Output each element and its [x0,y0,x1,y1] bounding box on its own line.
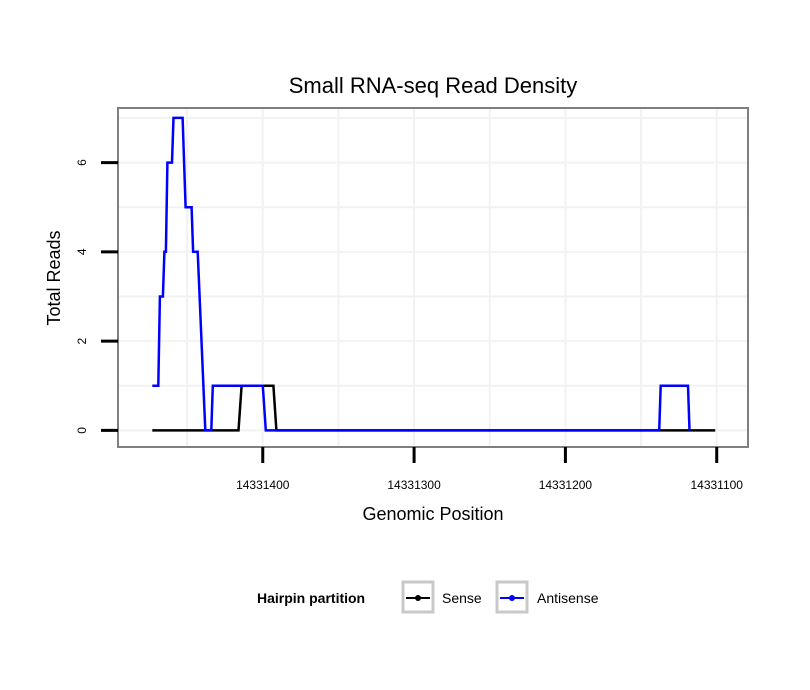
series-line-antisense [152,116,691,432]
legend-point-antisense [509,595,515,601]
x-axis-label: Genomic Position [362,504,503,524]
y-tick-label: 2 [75,337,89,344]
data-series [152,116,716,432]
legend: Hairpin partition Sense Antisense [257,580,599,614]
x-tick-label: 14331100 [690,478,743,492]
x-tick-label: 14331200 [539,478,593,492]
legend-title: Hairpin partition [257,590,365,606]
axes: 14331400 14331300 14331200 14331100 0 2 4 6 [75,159,743,492]
y-tick-label: 4 [75,248,89,255]
x-tick-label: 14331400 [236,478,290,492]
y-axis-label: Total Reads [44,230,64,325]
x-tick-label: 14331300 [387,478,441,492]
y-tick-label: 0 [75,427,89,434]
plot-panel [117,107,749,448]
y-tick-label: 6 [75,159,89,166]
legend-label-antisense: Antisense [537,590,599,606]
legend-label-sense: Sense [442,590,482,606]
chart-title: Small RNA-seq Read Density [289,73,578,98]
legend-point-sense [415,595,421,601]
